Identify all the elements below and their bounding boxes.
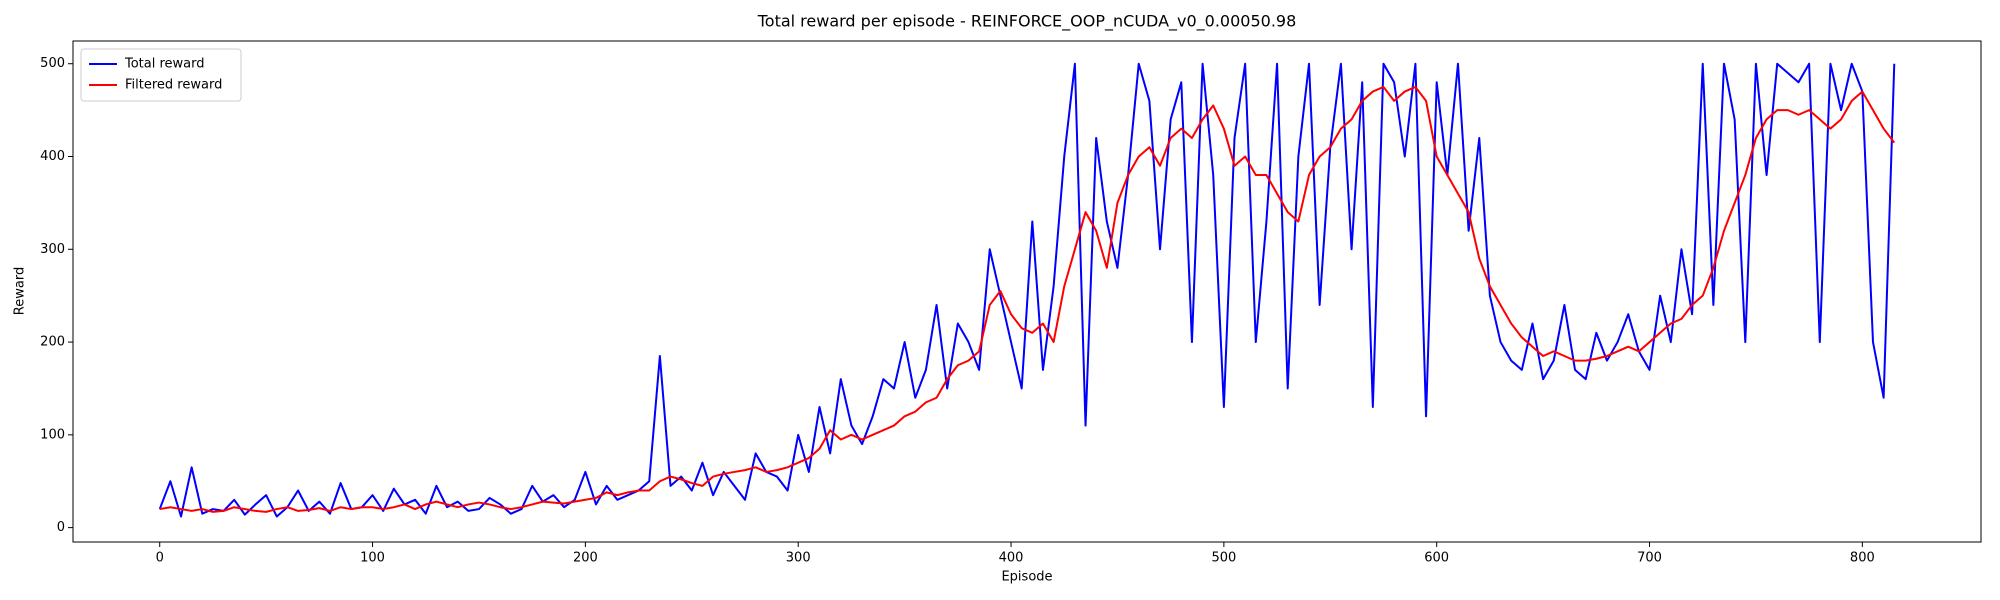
legend: Total reward Filtered reward [80,48,242,102]
data-line [158,62,1896,518]
x-tick-label: 0 [156,551,164,566]
x-tick-label: 400 [999,551,1024,566]
y-axis-label: Reward [13,267,28,315]
legend-frame [80,48,242,102]
y-tick-label: 500 [40,56,65,71]
x-tick-label: 600 [1424,551,1449,566]
y-tick-label: 100 [40,427,65,442]
y-tick-label: 0 [57,520,65,535]
x-tick-label: 200 [573,551,598,566]
x-tick-label: 300 [786,551,811,566]
y-tick-label: 400 [40,149,65,164]
data-line [159,85,1896,513]
x-tick-label: 800 [1850,551,1875,566]
legend-label: Total reward [124,57,205,72]
plot-frame [72,40,1982,543]
x-tick-label: 100 [360,551,385,566]
y-tick-label: 300 [40,242,65,257]
y-tick-label: 200 [40,335,65,350]
legend-label: Filtered reward [125,78,222,93]
x-tick-label: 500 [1211,551,1236,566]
x-tick-label: 700 [1637,551,1662,566]
chart-title: Total reward per episode - REINFORCE_OOP… [757,12,1297,32]
x-axis-label: Episode [1001,570,1052,585]
